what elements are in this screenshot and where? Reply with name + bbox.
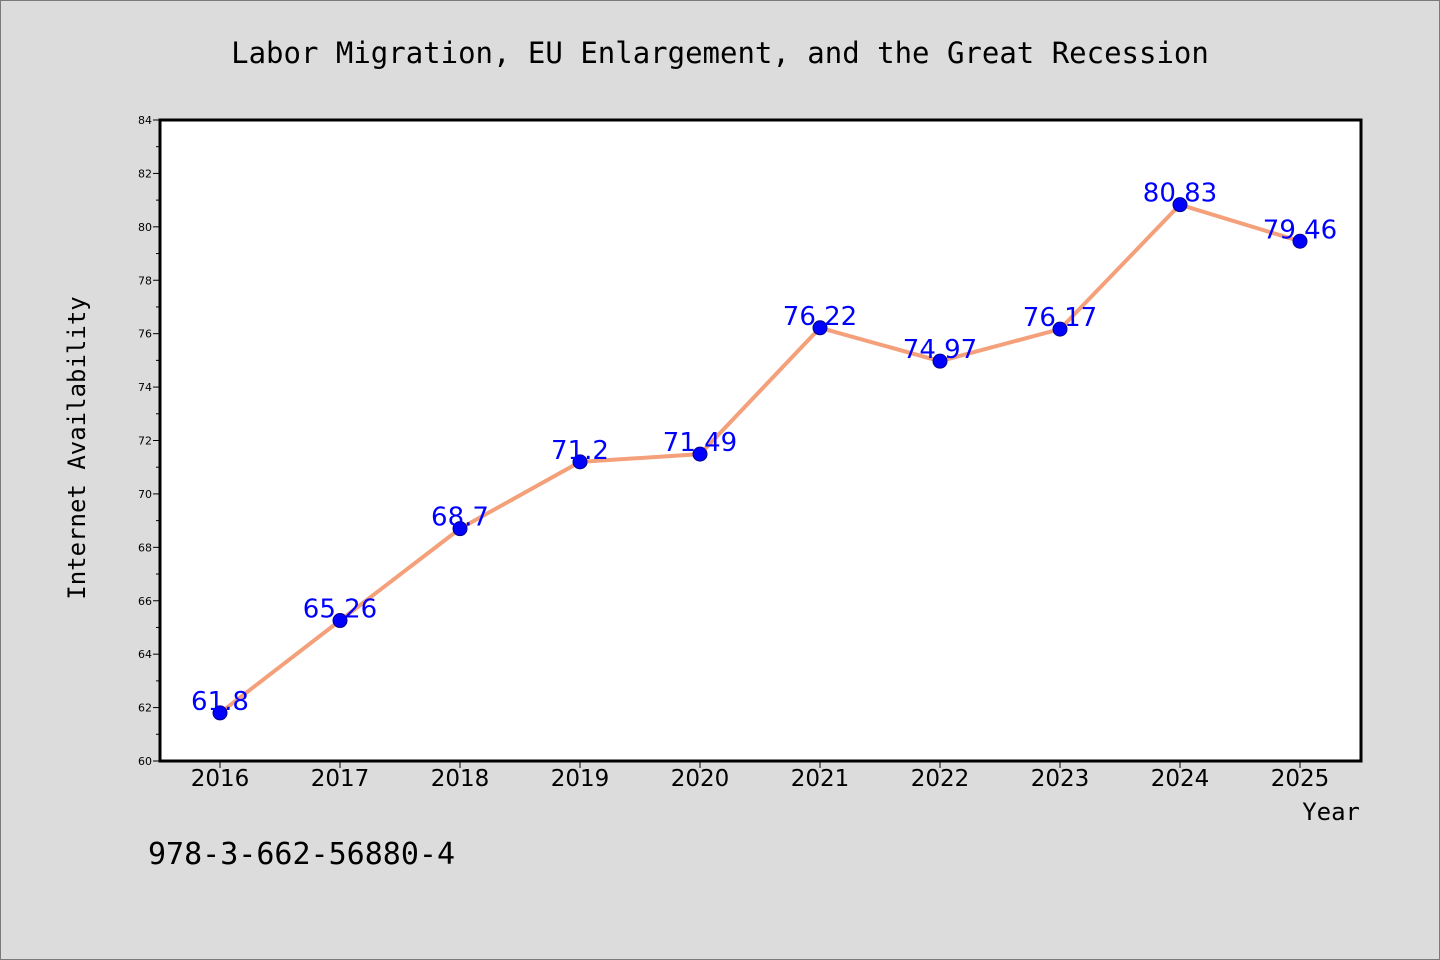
data-label: 76.17 bbox=[1023, 303, 1097, 333]
series-layer: 61.8 65.26 68.7 71.2 71.49 76.22 74.97 76.17 80.… bbox=[191, 179, 1337, 721]
plot-area bbox=[158, 118, 1363, 763]
data-label: 65.26 bbox=[303, 595, 377, 625]
y-tick-label: 64 bbox=[138, 648, 152, 661]
y-tick-label: 68 bbox=[138, 541, 152, 554]
isbn-footnote: 978-3-662-56880-4 bbox=[148, 837, 455, 872]
y-tick-label: 84 bbox=[138, 114, 152, 127]
y-tick-label: 70 bbox=[138, 488, 152, 501]
y-tick-label: 82 bbox=[138, 167, 152, 180]
y-tick-label: 74 bbox=[138, 381, 152, 394]
x-tick-label: 2021 bbox=[791, 766, 850, 792]
data-point bbox=[212, 705, 228, 721]
x-tick-label: 2016 bbox=[191, 766, 250, 792]
y-tick-label: 80 bbox=[138, 221, 152, 234]
y-tick-label: 76 bbox=[138, 328, 152, 341]
x-tick-label: 2022 bbox=[911, 766, 970, 792]
x-tick-label: 2019 bbox=[551, 766, 610, 792]
y-axis-label: Internet Availability bbox=[63, 296, 91, 599]
y-axis: 60 62 64 66 68 70 72 74 76 78 80 82 84 bbox=[138, 114, 160, 768]
data-point bbox=[1172, 197, 1188, 213]
data-label: 71.49 bbox=[663, 428, 737, 458]
data-label: 68.7 bbox=[431, 503, 489, 533]
data-point bbox=[332, 613, 348, 629]
x-axis: 2016 2017 2018 2019 2020 2021 2022 2023 2024 2025 bbox=[191, 761, 1330, 792]
data-point bbox=[932, 353, 948, 369]
data-label: 74.97 bbox=[903, 335, 977, 365]
data-label: 80.83 bbox=[1143, 179, 1217, 209]
data-point bbox=[692, 446, 708, 462]
y-tick-label: 78 bbox=[138, 274, 152, 287]
y-tick-label: 62 bbox=[138, 702, 152, 715]
x-tick-label: 2024 bbox=[1151, 766, 1210, 792]
data-point bbox=[812, 320, 828, 336]
data-label: 76.22 bbox=[783, 302, 857, 332]
x-tick-label: 2020 bbox=[671, 766, 730, 792]
series-line bbox=[218, 202, 1302, 715]
data-point bbox=[572, 454, 588, 470]
data-point bbox=[452, 521, 468, 537]
data-label: 71.2 bbox=[551, 436, 609, 466]
x-tick-label: 2017 bbox=[311, 766, 370, 792]
data-label: 79.46 bbox=[1263, 215, 1337, 245]
data-point bbox=[1292, 233, 1308, 249]
x-tick-label: 2018 bbox=[431, 766, 490, 792]
x-tick-label: 2023 bbox=[1031, 766, 1090, 792]
y-tick-label: 72 bbox=[138, 435, 152, 448]
data-point bbox=[1052, 321, 1068, 337]
y-tick-label: 66 bbox=[138, 595, 152, 608]
y-tick-label: 60 bbox=[138, 755, 152, 768]
x-axis-label: Year bbox=[1302, 798, 1360, 826]
data-label: 61.8 bbox=[191, 687, 249, 717]
chart-title: Labor Migration, EU Enlargement, and the… bbox=[231, 36, 1209, 70]
x-tick-label: 2025 bbox=[1271, 766, 1330, 792]
